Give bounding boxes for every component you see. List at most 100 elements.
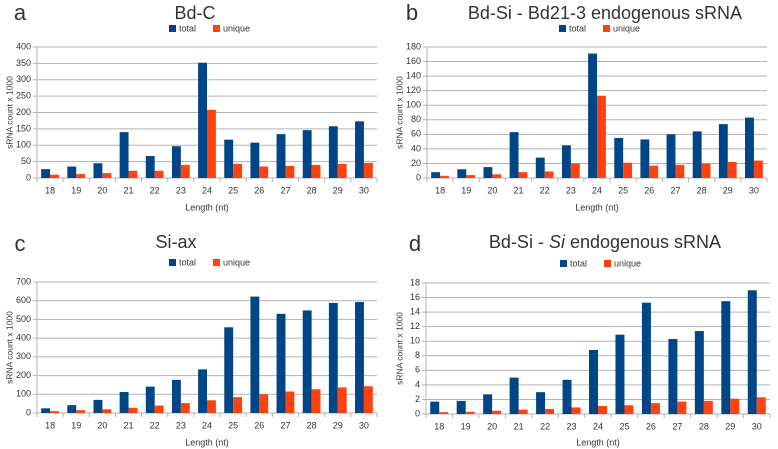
legend-label-unique: unique [614, 258, 641, 268]
x-tick-label: 18 [434, 421, 444, 431]
x-tick-label: 27 [672, 421, 682, 431]
y-tick-label: 250 [16, 91, 31, 101]
legend-swatch-unique [213, 25, 220, 32]
chart-title-part: Bd-Si - Bd21-3 endogenous sRNA [468, 3, 742, 23]
bar-total [328, 302, 338, 413]
y-tick-label: 20 [411, 158, 421, 168]
bar-total [694, 331, 704, 414]
bar-unique [492, 174, 502, 178]
y-tick-label: 120 [406, 85, 421, 95]
bar-total [198, 369, 207, 413]
x-tick-label: 24 [202, 420, 212, 430]
x-tick-label: 30 [752, 421, 762, 431]
bar-unique [207, 400, 216, 413]
bar-total [456, 400, 466, 414]
bar-total [145, 156, 155, 178]
panel-label: c [15, 231, 26, 256]
y-tick-label: 6 [415, 365, 420, 375]
x-tick-label: 26 [646, 421, 656, 431]
legend-label-unique: unique [223, 257, 250, 267]
x-tick-label: 19 [461, 185, 471, 195]
x-axis-title: Length (nt) [185, 437, 229, 447]
x-tick-label: 27 [280, 185, 290, 195]
y-tick-label: 160 [406, 56, 421, 66]
bar-total [355, 302, 364, 413]
x-tick-label: 28 [697, 185, 707, 195]
y-tick-label: 140 [406, 70, 421, 80]
bar-total [536, 392, 546, 414]
x-tick-label: 19 [71, 420, 81, 430]
x-tick-label: 27 [280, 420, 290, 430]
bar-unique [233, 397, 243, 413]
bar-unique [50, 411, 59, 413]
y-tick-label: 50 [21, 156, 31, 166]
bar-unique [259, 394, 269, 413]
x-tick-label: 29 [333, 420, 343, 430]
x-tick-label: 24 [593, 421, 603, 431]
bar-total [562, 379, 572, 414]
x-tick-label: 22 [150, 420, 160, 430]
bar-total [588, 53, 597, 178]
bar-unique [518, 409, 528, 414]
bar-total [171, 146, 181, 178]
bar-total [668, 339, 678, 414]
y-tick-label: 2 [415, 394, 420, 404]
y-tick-label: 200 [16, 107, 31, 117]
y-tick-label: 10 [410, 336, 420, 346]
y-tick-label: 100 [16, 140, 31, 150]
chart-title: Bd-Si - Bd21-3 endogenous sRNA [468, 3, 742, 23]
x-tick-label: 21 [124, 185, 134, 195]
bar-total [355, 121, 364, 178]
y-tick-label: 0 [416, 172, 421, 182]
bar-total [224, 139, 234, 178]
bar-unique [285, 165, 295, 178]
x-axis-title: Length (nt) [575, 202, 619, 212]
bar-unique [50, 174, 59, 178]
bar-unique [466, 175, 476, 178]
bar-unique [701, 163, 711, 178]
y-tick-label: 180 [406, 41, 421, 51]
x-tick-label: 28 [699, 421, 709, 431]
bar-total [67, 166, 77, 178]
bar-unique [624, 405, 634, 414]
y-tick-label: 100 [406, 100, 421, 110]
x-tick-label: 23 [176, 185, 186, 195]
x-axis-title: Length (nt) [576, 437, 620, 447]
x-tick-label: 18 [45, 185, 55, 195]
x-tick-label: 23 [566, 185, 576, 195]
bar-unique [465, 411, 475, 414]
bar-unique [756, 397, 766, 414]
bar-unique [207, 109, 216, 178]
bar-unique [311, 164, 321, 178]
bar-total [483, 167, 493, 178]
bar-unique [597, 95, 606, 178]
bar-unique [545, 408, 555, 414]
x-tick-label: 25 [228, 420, 238, 430]
y-tick-label: 100 [16, 389, 31, 399]
bar-unique [102, 409, 112, 413]
bar-total [41, 169, 51, 178]
x-tick-label: 30 [359, 420, 369, 430]
bar-unique [703, 400, 713, 414]
y-tick-label: 200 [16, 370, 31, 380]
legend-swatch-unique [603, 25, 610, 32]
bar-total [171, 379, 181, 413]
x-tick-label: 20 [97, 420, 107, 430]
legend-swatch-total [169, 25, 176, 32]
chart-title: Bd-C [174, 3, 215, 23]
y-tick-label: 150 [16, 123, 31, 133]
bar-unique [492, 410, 502, 414]
bar-total [745, 117, 754, 178]
x-tick-label: 18 [435, 185, 445, 195]
bar-unique [363, 386, 373, 413]
bar-total [145, 386, 155, 413]
bar-total [721, 301, 731, 414]
legend-swatch-unique [604, 260, 611, 267]
bar-total [483, 394, 493, 414]
y-tick-label: 350 [16, 58, 31, 68]
x-tick-label: 20 [487, 421, 497, 431]
y-tick-label: 60 [411, 129, 421, 139]
bar-total [718, 124, 728, 178]
x-tick-label: 19 [71, 185, 81, 195]
y-tick-label: 300 [16, 74, 31, 84]
